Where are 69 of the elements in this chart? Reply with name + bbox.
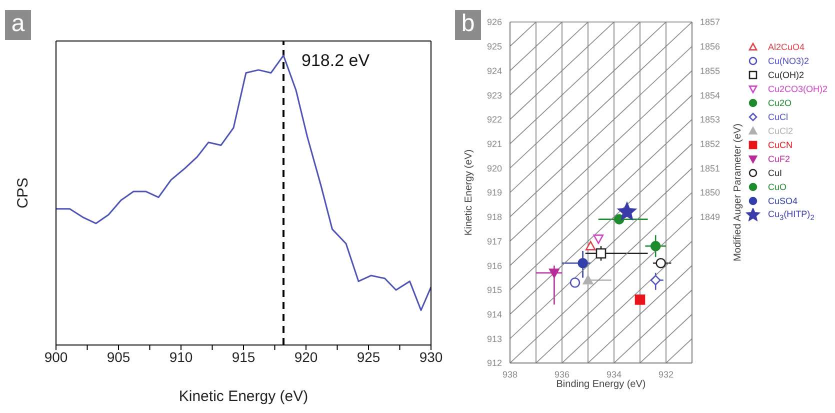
x-tick-label: 932: [658, 369, 674, 380]
y2-axis-title: Modified Auger Parameter (eV): [732, 124, 744, 262]
y-tick-label: 922: [486, 114, 502, 125]
legend-label: CuCl: [768, 112, 788, 122]
y2-tick-label: 1855: [700, 66, 720, 76]
x-axis-title: Kinetic Energy (eV): [178, 388, 308, 405]
y2-tick-label: 1851: [700, 163, 720, 174]
point: [650, 275, 661, 286]
legend-label: CuCl2: [768, 126, 794, 136]
y-tick-label: 925: [486, 42, 502, 52]
legend-label: CuCN: [768, 140, 793, 150]
legend-label: Cu2O: [768, 98, 792, 108]
y-tick-label: 916: [486, 260, 502, 271]
y2-tick-label: 1857: [700, 17, 720, 28]
point: [549, 268, 560, 278]
y-tick-label: 914: [486, 309, 502, 320]
point: [614, 214, 624, 224]
y2-tick-label: 1854: [700, 90, 720, 100]
point: [593, 234, 604, 244]
legend-label: Cu(NO3)2: [768, 56, 810, 66]
point: [618, 202, 636, 220]
y2-tick-label: 1852: [700, 138, 720, 149]
legend-label: Cu2CO3(OH)2: [768, 84, 828, 94]
legend-label: Cu$_{3}$(HITP)$_{2}$: [768, 208, 814, 222]
legend-label: CuO: [768, 182, 787, 192]
y-tick-label: 921: [486, 138, 502, 149]
legend-label: Al2CuO4: [768, 42, 805, 52]
y2-tick-label: 1850: [700, 188, 720, 198]
point: [582, 275, 594, 284]
legend-label: CuF2: [768, 154, 790, 164]
point: [578, 258, 588, 268]
x-tick-label: 915: [232, 348, 256, 365]
x-tick-label: 910: [169, 348, 193, 365]
legend-label: CuI: [768, 168, 782, 178]
y-tick-label: 915: [486, 285, 502, 296]
ref-line-label: 918.2 eV: [302, 51, 370, 70]
x-tick-label: 934: [606, 369, 622, 380]
point: [585, 240, 596, 250]
legend-label: Cu(OH)2: [768, 70, 804, 80]
point: [570, 277, 580, 288]
y-tick-label: 918: [486, 212, 502, 222]
legend-label: CuSO4: [768, 196, 798, 206]
y-tick-label: 912: [486, 358, 502, 368]
x-tick-label: 925: [356, 348, 380, 365]
x-tick-label: 920: [294, 348, 318, 365]
y-tick-label: 924: [486, 66, 502, 76]
y2-tick-label: 1853: [700, 114, 720, 125]
x-tick-label: 930: [419, 348, 443, 365]
text: b: [455, 10, 481, 40]
y2-tick-label: 1849: [700, 212, 720, 222]
point: [650, 240, 661, 252]
x-tick-label: 938: [502, 369, 518, 380]
y-axis-title: CPS: [14, 178, 32, 208]
point: [634, 294, 646, 305]
y-tick-label: 923: [486, 90, 502, 100]
x-tick-label: 936: [554, 369, 570, 380]
point: [656, 258, 666, 268]
y-tick-label: 919: [486, 188, 502, 198]
point: [596, 248, 606, 259]
y2-tick-label: 1856: [700, 42, 720, 52]
text: a: [5, 10, 31, 40]
x-tick-label: 905: [106, 348, 130, 365]
y-tick-label: 926: [486, 17, 502, 28]
y-tick-label: 917: [486, 236, 502, 246]
y-tick-label: 920: [486, 163, 502, 174]
x-tick-label: 900: [44, 348, 68, 365]
y-axis-title: Kinetic Energy (eV): [464, 149, 475, 236]
x-axis-title: Binding Energy (eV): [556, 379, 646, 390]
y-tick-label: 913: [486, 334, 502, 344]
